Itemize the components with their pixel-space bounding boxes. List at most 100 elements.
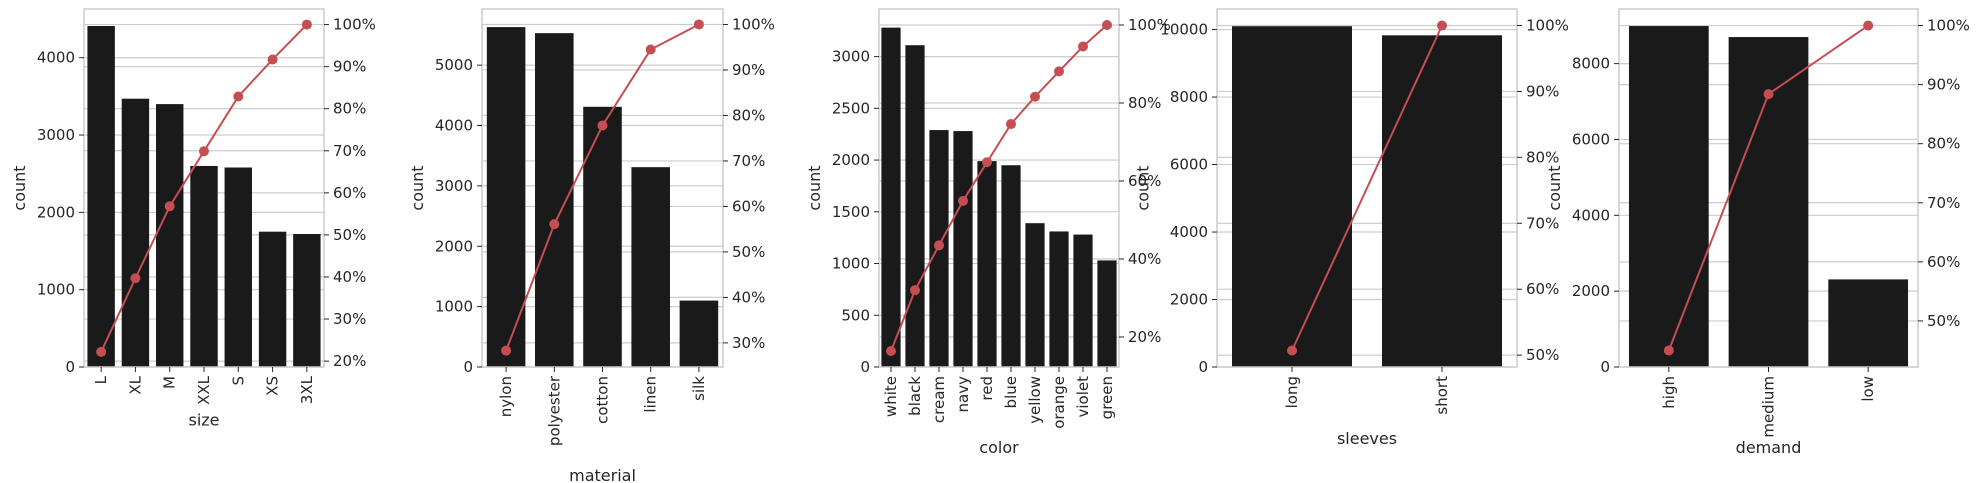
- x-tick-label: medium: [1760, 376, 1778, 438]
- y2-tick-label: 50%: [1927, 312, 1960, 330]
- y2-tick-label: 60%: [732, 197, 765, 215]
- cumulative-point-silk: [693, 19, 704, 30]
- y2-tick-label: 70%: [1927, 194, 1960, 212]
- cumulative-percent-line: [1291, 25, 1443, 351]
- x-axis-label: material: [569, 466, 636, 483]
- y2-tick-label: 100%: [732, 15, 775, 33]
- bar-linen: [631, 167, 670, 367]
- cumulative-point-linen: [645, 44, 656, 55]
- cumulative-point-short: [1437, 20, 1447, 31]
- y-tick-label: 6000: [1572, 130, 1610, 148]
- bar-red: [977, 161, 997, 367]
- y-tick-label: 0: [1198, 358, 1208, 376]
- x-tick-label: low: [1859, 376, 1877, 402]
- y-tick-label: 0: [1600, 358, 1610, 376]
- cumulative-point-cream: [934, 240, 944, 251]
- pareto-chart-sleeves: 0 2000 4000 6000 8000 10000 50% 60% 70% 80% 90% 100…: [1134, 8, 1569, 448]
- cumulative-point-yellow: [1030, 91, 1040, 102]
- x-tick-label: XS: [264, 376, 282, 396]
- y-tick-label: 0: [65, 358, 75, 376]
- bar-green: [1097, 260, 1117, 367]
- pareto-chart-size: 0 1000 2000 3000 4000 20% 30% 40% 50% 60% 70% 80% 90…: [10, 8, 376, 430]
- y-tick-label: 2000: [1170, 291, 1208, 309]
- bar-XS: [258, 231, 287, 367]
- y2-tick-label: 50%: [1526, 346, 1559, 364]
- x-tick-label: M: [161, 376, 179, 389]
- y2-tick-label: 60%: [1526, 280, 1559, 298]
- y2-tick-label: 100%: [333, 16, 376, 34]
- bar-low: [1828, 279, 1909, 367]
- y2-tick-label: 90%: [1526, 82, 1559, 100]
- x-tick-label: XL: [126, 375, 144, 394]
- x-tick-label: cotton: [594, 376, 612, 424]
- y2-tick-label: 80%: [1526, 148, 1559, 166]
- y-tick-label: 2000: [1572, 282, 1610, 300]
- y-axis-label: count: [10, 165, 29, 210]
- x-axis-label: demand: [1736, 438, 1802, 457]
- cumulative-point-XL: [130, 273, 141, 284]
- bar-polyester: [535, 33, 574, 367]
- bar-long: [1232, 26, 1352, 368]
- plot-frame: [1216, 8, 1518, 368]
- y-axis-label: count: [1134, 165, 1153, 210]
- y2-tick-label: 30%: [333, 310, 366, 328]
- y-tick-label: 4000: [37, 49, 75, 67]
- bar-cotton: [583, 106, 622, 367]
- cumulative-point-cotton: [597, 120, 608, 131]
- y2-tick-label: 80%: [333, 100, 366, 118]
- x-axis-label: size: [188, 411, 219, 430]
- y-tick-label: 0: [860, 358, 870, 376]
- bar-violet: [1073, 234, 1093, 367]
- x-tick-label: nylon: [497, 376, 515, 417]
- cumulative-point-navy: [958, 195, 968, 206]
- x-tick-label: cream: [930, 376, 948, 423]
- bar-nylon: [486, 27, 526, 367]
- bar-S: [224, 167, 252, 367]
- cumulative-point-M: [164, 201, 175, 212]
- x-tick-label: navy: [954, 376, 972, 413]
- y-axis-label: count: [805, 165, 824, 210]
- pareto-chart-color: 0 500 1000 1500 2000 2500 3000 20% 40% 60% 80% 100%…: [805, 8, 1171, 457]
- x-tick-label: polyester: [545, 375, 563, 446]
- y2-tick-label: 80%: [1128, 94, 1161, 112]
- y2-tick-label: 60%: [333, 184, 366, 202]
- y2-tick-label: 60%: [1927, 253, 1960, 271]
- y-tick-label: 8000: [1170, 88, 1208, 106]
- y-tick-label: 1000: [37, 281, 75, 299]
- y-tick-label: 4000: [435, 117, 473, 135]
- y-tick-label: 2000: [832, 151, 870, 169]
- cumulative-percent-line: [890, 24, 1108, 352]
- cumulative-point-polyester: [549, 219, 560, 230]
- y2-tick-label: 90%: [732, 61, 765, 79]
- cumulative-point-medium: [1763, 89, 1774, 100]
- x-tick-label: blue: [1002, 376, 1020, 408]
- y-axis-label: count: [408, 165, 427, 210]
- cumulative-point-violet: [1078, 41, 1088, 52]
- y-tick-label: 2000: [435, 237, 473, 255]
- y2-tick-label: 40%: [732, 288, 765, 306]
- y-tick-label: 2500: [832, 99, 870, 117]
- x-axis-label: sleeves: [1337, 429, 1397, 448]
- y2-tick-label: 40%: [1128, 250, 1161, 268]
- x-tick-label: red: [978, 376, 996, 401]
- y-tick-label: 2000: [37, 203, 75, 221]
- x-tick-label: XXL: [195, 375, 213, 405]
- x-tick-label: orange: [1050, 376, 1068, 429]
- cumulative-point-long: [1287, 345, 1297, 356]
- bar-orange: [1049, 231, 1069, 367]
- x-tick-label: S: [229, 376, 247, 386]
- cumulative-point-L: [96, 346, 107, 357]
- y-tick-label: 3000: [832, 48, 870, 66]
- y-tick-label: 8000: [1572, 55, 1610, 73]
- y2-tick-label: 80%: [732, 106, 765, 124]
- cumulative-point-orange: [1054, 66, 1064, 77]
- y2-tick-label: 70%: [333, 142, 366, 160]
- y-tick-label: 3000: [435, 177, 473, 195]
- cumulative-point-high: [1663, 345, 1674, 356]
- bar-L: [87, 26, 115, 367]
- y-tick-label: 500: [841, 306, 870, 324]
- bar-M: [156, 104, 184, 367]
- bar-medium: [1728, 37, 1809, 367]
- bar-silk: [679, 300, 719, 367]
- plot-frame: [878, 8, 1120, 368]
